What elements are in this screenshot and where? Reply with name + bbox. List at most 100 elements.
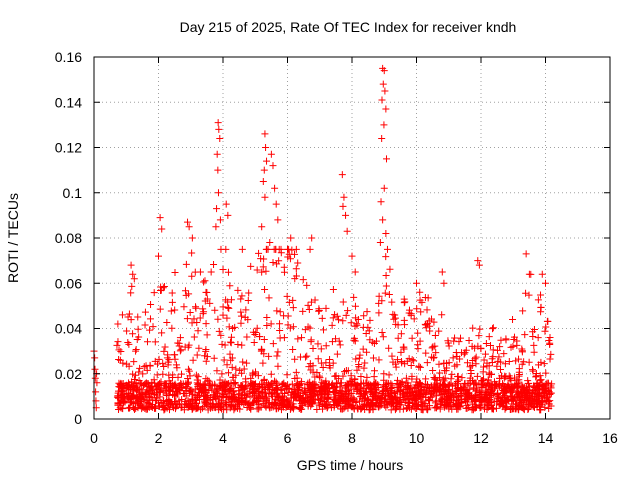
data-point: [475, 332, 483, 340]
data-point: [285, 250, 293, 258]
data-point: [151, 357, 159, 365]
data-point: [130, 358, 138, 366]
data-point: [214, 119, 222, 127]
data-point: [356, 351, 364, 359]
data-point: [364, 323, 372, 331]
data-point: [378, 388, 386, 396]
data-point: [257, 394, 265, 402]
data-point: [129, 330, 137, 338]
data-point: [392, 400, 400, 408]
data-point: [113, 341, 121, 349]
data-point: [392, 363, 400, 371]
data-point: [351, 302, 359, 310]
data-point: [344, 367, 352, 375]
data-point: [470, 398, 478, 406]
data-point: [283, 371, 291, 379]
data-point: [414, 391, 422, 399]
data-point: [388, 352, 396, 360]
data-point: [307, 298, 315, 306]
data-point: [348, 381, 356, 389]
data-point: [435, 360, 443, 368]
data-point: [511, 405, 519, 413]
data-point: [276, 308, 284, 316]
data-point: [244, 400, 252, 408]
data-point: [366, 336, 374, 344]
data-point: [129, 270, 137, 278]
data-point: [440, 403, 448, 411]
data-point: [193, 351, 201, 359]
data-point: [363, 373, 371, 381]
data-point: [214, 403, 222, 411]
data-point: [547, 402, 555, 410]
y-tick-label: 0.12: [55, 140, 82, 156]
data-point: [518, 394, 526, 402]
data-point: [451, 362, 459, 370]
data-point: [319, 364, 327, 372]
data-point: [529, 382, 537, 390]
data-point: [177, 404, 185, 412]
data-point: [331, 396, 339, 404]
data-point: [141, 321, 149, 329]
data-point: [363, 308, 371, 316]
data-point: [405, 400, 413, 408]
data-point: [144, 399, 152, 407]
data-point: [537, 376, 545, 384]
data-point: [159, 388, 167, 396]
data-point: [515, 355, 523, 363]
data-point: [441, 367, 449, 375]
data-point: [315, 305, 323, 313]
data-point: [472, 387, 480, 395]
data-point: [283, 384, 291, 392]
data-point: [178, 370, 186, 378]
data-point: [178, 384, 186, 392]
data-point: [234, 394, 242, 402]
data-point: [257, 345, 265, 353]
data-point: [488, 325, 496, 333]
data-point: [298, 405, 306, 413]
data-point: [480, 381, 488, 389]
data-point: [382, 271, 390, 279]
data-point: [318, 314, 326, 322]
data-point: [360, 312, 368, 320]
data-point: [505, 372, 513, 380]
data-point: [387, 395, 395, 403]
data-point: [267, 391, 275, 399]
data-point: [424, 294, 432, 302]
data-point: [299, 307, 307, 315]
data-point: [261, 401, 269, 409]
data-point: [134, 313, 142, 321]
data-point: [400, 295, 408, 303]
data-point: [502, 336, 510, 344]
data-point: [280, 268, 288, 276]
data-point: [537, 304, 545, 312]
data-point: [150, 289, 158, 297]
data-point: [205, 387, 213, 395]
data-point: [204, 376, 212, 384]
data-point: [171, 306, 179, 314]
data-point: [380, 383, 388, 391]
data-point: [520, 406, 528, 414]
data-point: [188, 234, 196, 242]
data-point: [153, 371, 161, 379]
data-point: [390, 389, 398, 397]
data-point: [284, 400, 292, 408]
data-point: [483, 388, 491, 396]
data-point: [134, 386, 142, 394]
data-point: [184, 365, 192, 373]
data-point: [203, 331, 211, 339]
data-point: [159, 370, 167, 378]
data-point: [224, 268, 232, 276]
data-point: [202, 320, 210, 328]
data-point: [525, 396, 533, 404]
data-point: [331, 383, 339, 391]
x-tick-label: 4: [219, 430, 227, 446]
data-point: [482, 397, 490, 405]
data-point: [383, 155, 391, 163]
data-point: [210, 261, 218, 269]
data-point: [536, 384, 544, 392]
data-point: [201, 380, 209, 388]
data-point: [161, 343, 169, 351]
data-point: [385, 291, 393, 299]
data-point: [317, 345, 325, 353]
data-point: [209, 395, 217, 403]
